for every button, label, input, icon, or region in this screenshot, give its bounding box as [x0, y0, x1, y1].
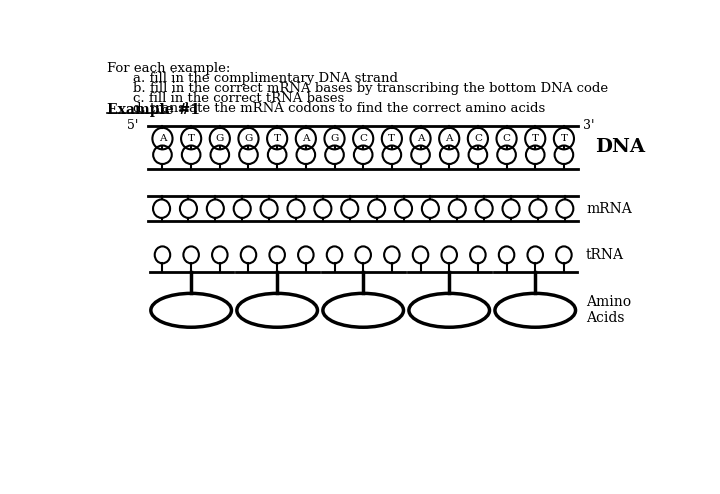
Text: C: C [474, 134, 482, 143]
Text: Example #1: Example #1 [107, 103, 200, 117]
Text: A: A [302, 134, 310, 143]
Text: 5': 5' [127, 119, 139, 132]
Text: tRNA: tRNA [586, 248, 624, 262]
Text: T: T [274, 134, 281, 143]
Text: b. fill in the correct mRNA bases by transcribing the bottom DNA code: b. fill in the correct mRNA bases by tra… [132, 82, 608, 95]
Text: A: A [158, 134, 166, 143]
Text: mRNA: mRNA [586, 202, 631, 216]
Text: C: C [503, 134, 510, 143]
Text: T: T [532, 134, 539, 143]
Text: T: T [188, 134, 194, 143]
Text: T: T [388, 134, 395, 143]
Text: A: A [446, 134, 453, 143]
Text: G: G [330, 134, 338, 143]
Text: 3': 3' [583, 119, 595, 132]
Text: a. fill in the complimentary DNA strand: a. fill in the complimentary DNA strand [132, 72, 397, 85]
Text: C: C [359, 134, 367, 143]
Text: G: G [244, 134, 253, 143]
Text: d. translate the mRNA codons to find the correct amino acids: d. translate the mRNA codons to find the… [132, 102, 545, 116]
Text: A: A [417, 134, 424, 143]
Text: Amino
Acids: Amino Acids [586, 295, 631, 326]
Text: c. fill in the correct tRNA bases: c. fill in the correct tRNA bases [132, 92, 344, 105]
Text: T: T [560, 134, 567, 143]
Text: DNA: DNA [595, 138, 645, 156]
Text: For each example:: For each example: [107, 62, 230, 76]
Text: G: G [215, 134, 224, 143]
